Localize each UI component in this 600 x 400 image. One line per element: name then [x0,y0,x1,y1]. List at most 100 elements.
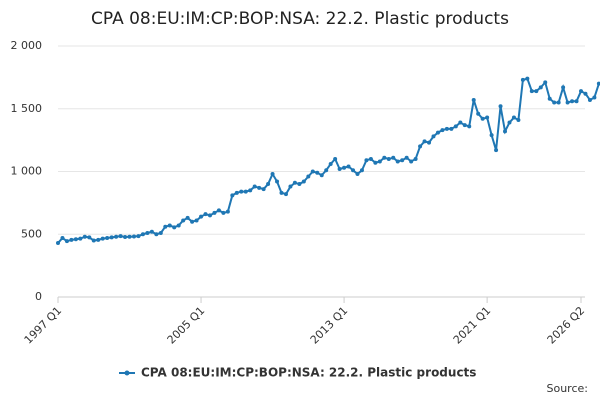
data-point [346,164,351,169]
data-point [292,180,297,185]
data-point [538,85,543,90]
data-point [266,182,271,187]
data-point [176,223,181,228]
data-point [547,96,552,101]
data-point [503,129,508,134]
data-point [355,172,360,177]
data-point [467,124,472,129]
data-point [109,235,114,240]
data-point [221,210,226,215]
data-point [565,100,570,105]
data-point [507,120,512,125]
data-point [149,229,154,234]
data-point [373,160,378,165]
data-point [123,235,128,240]
data-point [462,123,467,128]
data-point [587,97,592,102]
data-point [194,218,199,223]
x-tick-label: 1997 Q1 [22,304,65,347]
data-point [592,95,597,100]
data-point [310,169,315,174]
data-point [574,99,579,104]
data-point [131,234,136,239]
data-point [579,89,583,94]
data-point [64,239,69,244]
series-line [57,77,600,244]
data-point [243,189,248,194]
data-point [485,115,490,120]
data-point [342,165,347,170]
data-point [270,172,275,177]
data-point [136,234,141,239]
data-point [114,234,119,239]
data-point [185,215,190,220]
data-point [118,234,123,239]
data-point [82,234,87,239]
data-point [556,100,561,105]
data-point [216,208,221,213]
data-point [158,230,163,235]
data-point [435,130,440,135]
data-point [154,232,159,237]
x-tick-label: 2021 Q1 [451,304,494,347]
data-point [422,139,427,144]
data-point [297,182,302,187]
data-point [324,168,329,173]
data-point [431,134,436,139]
data-point [409,159,414,164]
data-point [404,155,409,160]
data-point [511,115,516,120]
data-point [561,85,566,90]
data-point [306,174,311,179]
data-point [275,179,280,184]
data-point [453,124,458,129]
data-point [552,100,557,105]
data-point [427,140,432,145]
data-point [96,237,101,242]
chart-title: CPA 08:EU:IM:CP:BOP:NSA: 22.2. Plastic p… [91,9,509,29]
data-point [69,237,74,242]
data-point [248,188,253,193]
data-point [56,241,60,246]
y-tick-label: 1 500 [11,102,43,115]
data-point [333,156,338,161]
data-point [190,219,195,224]
data-point [418,144,423,149]
data-point [395,159,400,164]
data-point [212,210,217,215]
data-point [364,158,369,163]
data-point [570,99,575,104]
data-point [328,161,333,166]
data-point [489,133,494,138]
data-point [440,128,445,133]
data-point [413,156,418,161]
data-point [476,111,481,116]
data-point [494,148,499,153]
data-point [181,218,186,223]
data-point [543,80,548,85]
data-point [359,168,364,173]
data-point [167,223,172,228]
data-point [145,230,150,235]
data-point [283,192,288,197]
data-point [73,237,78,242]
data-point [257,185,262,190]
data-point [105,236,110,241]
data-point [127,234,132,239]
data-point [91,238,96,243]
data-point [351,168,356,173]
data-point [386,156,391,161]
data-point [525,76,530,81]
legend-marker [124,370,130,376]
data-point [382,155,387,160]
data-point [377,159,382,164]
data-point [234,190,239,195]
data-point [315,170,320,175]
y-tick-label: 1 000 [11,165,43,178]
data-point [368,156,373,161]
data-point [288,184,293,189]
data-point [516,118,521,123]
data-point [252,184,257,189]
data-point [534,89,539,94]
